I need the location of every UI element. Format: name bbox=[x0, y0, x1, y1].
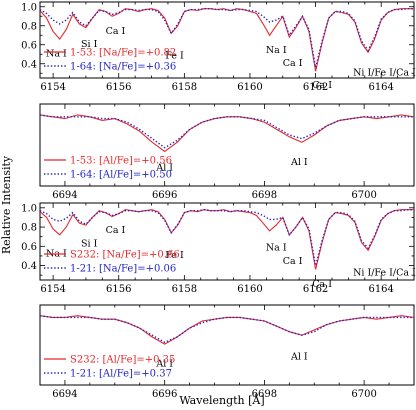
spectral-line-label: Ca I bbox=[312, 279, 332, 290]
series-line-blue bbox=[40, 114, 414, 149]
y-tick-label: 1.0 bbox=[21, 203, 37, 214]
panel-frame bbox=[39, 103, 415, 187]
x-tick-label: 6156 bbox=[106, 82, 131, 93]
x-tick-label: 6158 bbox=[172, 284, 197, 295]
spectral-line-label: Ca I bbox=[106, 225, 126, 236]
spectral-line-label: Fe I bbox=[165, 250, 184, 261]
x-tick-label: 6700 bbox=[351, 190, 376, 201]
legend-entry: 1-53: [Al/Fe]=+0.56 bbox=[70, 156, 172, 167]
y-tick-label: 0.8 bbox=[21, 223, 37, 234]
y-tick-label: 0.4 bbox=[21, 59, 37, 70]
x-tick-label: 6154 bbox=[40, 284, 65, 295]
x-tick-label: 6162 bbox=[303, 82, 328, 93]
x-tick-label: 6696 bbox=[152, 190, 177, 201]
legend-entry: 1-21: [Na/Fe]=+0.06 bbox=[70, 264, 176, 275]
x-tick-label: 6160 bbox=[237, 284, 262, 295]
spectral-line-label: Al I bbox=[290, 157, 308, 168]
x-axis-label: Wavelength [Å] bbox=[179, 393, 264, 407]
x-tick-label: 6164 bbox=[368, 82, 393, 93]
spectral-line-label: Al I bbox=[155, 162, 173, 173]
spectral-line-label: Fe I bbox=[165, 51, 184, 62]
spectral-line-label: Ca I bbox=[312, 80, 332, 91]
series-line-blue bbox=[40, 208, 414, 266]
panels-group: 6154 6156 6158 6160 6162 6164 0.4 0.6 0.8 1.0 Na I… bbox=[21, 1, 416, 400]
spectral-line-label: Na I bbox=[46, 49, 67, 60]
legend-entry: S232: [Na/Fe]=+0.66 bbox=[70, 250, 180, 261]
y-tick-label: 0.6 bbox=[21, 40, 37, 51]
spectral-line-label: Ca I bbox=[106, 26, 126, 37]
spectral-line-label: Al I bbox=[290, 351, 308, 362]
x-tick-label: 6694 bbox=[52, 389, 77, 400]
x-tick-label: 6156 bbox=[106, 284, 131, 295]
spectral-line-label: Ca I bbox=[283, 58, 303, 69]
spectral-line-label: Ni I/Fe I/Ca I bbox=[353, 268, 416, 279]
y-tick-label: 0.4 bbox=[21, 261, 37, 272]
spectral-line-label: Ni I/Fe I/Ca I bbox=[353, 68, 416, 79]
x-tick-label: 6154 bbox=[40, 82, 65, 93]
series-line-red bbox=[40, 114, 414, 153]
panel-frame bbox=[39, 1, 415, 79]
x-tick-label: 6164 bbox=[368, 284, 393, 295]
series-line-blue bbox=[40, 315, 414, 344]
legend-entry: 1-53: [Na/Fe]=+0.82 bbox=[70, 48, 176, 59]
spectral-line-label: Na I bbox=[266, 45, 287, 56]
y-tick-label: 1.0 bbox=[21, 2, 37, 13]
panel-1: 6154 6156 6158 6160 6162 6164 0.4 0.6 0.8 1.0 Na I… bbox=[21, 1, 416, 93]
y-tick-label: 0.8 bbox=[21, 21, 37, 32]
legend-entry: 1-64: [Na/Fe]=+0.36 bbox=[70, 62, 176, 73]
legend-entry: 1-21: [Al/Fe]=+0.37 bbox=[70, 369, 172, 380]
spectral-line-label: Si I bbox=[81, 239, 98, 250]
x-tick-label: 6694 bbox=[52, 190, 77, 201]
spectral-line-label: Na I bbox=[266, 243, 287, 254]
x-tick-label: 6160 bbox=[237, 82, 262, 93]
y-axis-label: Relative Intensity bbox=[0, 155, 13, 254]
panel-3: 6154 6156 6158 6160 6162 6164 0.4 0.6 0.8 1.0 Na I… bbox=[21, 202, 416, 295]
x-tick-label: 6696 bbox=[152, 389, 177, 400]
series-line-red bbox=[40, 315, 414, 345]
legend-entry: S232: [Al/Fe]=+0.35 bbox=[70, 355, 175, 366]
panel-frame bbox=[39, 304, 415, 386]
legend-entry: 1-64: [Al/Fe]=+0.50 bbox=[70, 170, 172, 181]
x-tick-label: 6700 bbox=[351, 389, 376, 400]
spectral-line-label: Al I bbox=[155, 359, 173, 370]
spectral-line-label: Si I bbox=[81, 39, 98, 50]
y-tick-label: 0.6 bbox=[21, 242, 37, 253]
spectral-line-label: Ca I bbox=[283, 256, 303, 267]
panel-frame bbox=[39, 202, 415, 281]
x-tick-label: 6158 bbox=[172, 82, 197, 93]
x-tick-label: 6162 bbox=[303, 284, 328, 295]
x-tick-label: 6698 bbox=[252, 389, 277, 400]
series-line-blue bbox=[40, 7, 414, 68]
x-tick-label: 6698 bbox=[252, 190, 277, 201]
